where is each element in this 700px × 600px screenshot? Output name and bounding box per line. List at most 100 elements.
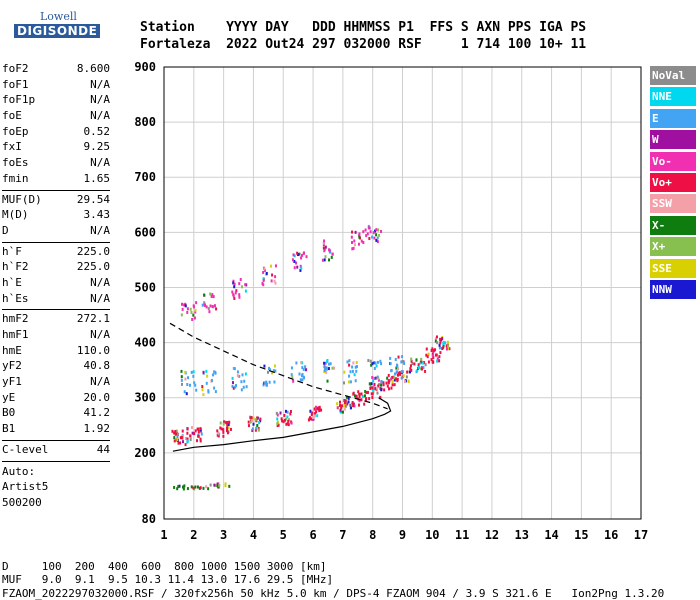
echo-mark: [186, 307, 189, 311]
echo-mark: [447, 346, 450, 350]
param-row: h`Es N/A: [2, 292, 110, 308]
echo-mark: [262, 381, 265, 385]
echo-mark: [190, 310, 193, 314]
echo-mark: [249, 416, 252, 420]
echo-mark: [322, 246, 325, 250]
echo-mark: [214, 390, 217, 394]
echo-mark: [201, 388, 204, 392]
param-value: 44: [96, 442, 110, 456]
echo-mark: [435, 335, 438, 339]
param-key: M(D): [2, 208, 29, 222]
echo-mark: [199, 439, 202, 443]
echo-mark: [358, 399, 361, 403]
echo-mark: [318, 406, 321, 410]
param-separator: [2, 460, 110, 462]
echo-mark: [258, 421, 261, 425]
echo-mark: [226, 420, 229, 424]
echo-mark: [186, 427, 189, 431]
param-row: hmF1 N/A: [2, 328, 110, 344]
param-key: h`E: [2, 275, 22, 289]
param-key: foF1: [2, 77, 29, 91]
legend: NoVal NNE E W Vo- Vo+ SSW X- X+ SSE NNW: [650, 66, 696, 301]
echo-mark: [424, 363, 427, 367]
echo-mark: [296, 265, 299, 269]
echo-mark: [182, 487, 185, 491]
echo-mark: [262, 383, 265, 387]
echo-mark: [191, 431, 194, 435]
echo-mark: [410, 357, 413, 361]
echo-mark: [350, 235, 353, 239]
echo-mark: [386, 376, 389, 380]
echo-mark: [189, 438, 192, 442]
echo-mark: [300, 256, 303, 260]
echo-mark: [413, 362, 416, 366]
echo-mark: [312, 417, 315, 421]
echo-mark: [270, 279, 273, 283]
echo-mark: [351, 365, 354, 369]
legend-item-noval: NoVal: [650, 66, 696, 85]
echo-mark: [366, 232, 369, 236]
echo-mark: [180, 313, 183, 317]
echo-mark: [406, 370, 409, 374]
echo-mark: [373, 361, 376, 365]
echo-mark: [312, 416, 315, 420]
echo-mark: [249, 420, 252, 424]
param-key: h`Es: [2, 291, 29, 305]
header-line-1: Station YYYY DAY DDD HHMMSS P1 FFS S AXN…: [140, 20, 587, 35]
echo-mark: [265, 380, 268, 384]
param-key: MUF(D): [2, 192, 42, 206]
echo-mark: [403, 361, 406, 365]
footer-line-3: FZAOM_2022297032000.RSF / 320fx256h 50 k…: [2, 587, 665, 600]
echo-mark: [315, 410, 318, 414]
echo-mark: [199, 486, 202, 490]
x-tick-label: 14: [544, 528, 558, 542]
echo-mark: [416, 369, 419, 373]
echo-mark: [207, 390, 210, 394]
echo-mark: [186, 310, 189, 314]
echo-mark: [229, 427, 232, 431]
param-key: foEs: [2, 156, 29, 170]
param-separator: [2, 189, 110, 191]
param-row: fxI 9.25: [2, 140, 110, 156]
echo-mark: [424, 369, 427, 373]
param-key: fmin: [2, 171, 29, 185]
echo-mark: [292, 253, 295, 257]
echo-mark: [379, 396, 382, 400]
echo-mark: [179, 441, 182, 445]
echo-mark: [289, 410, 292, 414]
echo-mark: [377, 378, 380, 382]
echo-mark: [174, 430, 177, 434]
parameter-panel: foF2 8.600 foF1 N/A foF1p N/A foE N/A foEp 0.52 fx…: [2, 62, 110, 510]
echo-mark: [369, 386, 372, 390]
echo-mark: [194, 383, 197, 387]
echo-mark: [231, 384, 234, 388]
echo-mark: [256, 416, 259, 420]
echo-mark: [240, 285, 243, 289]
echo-mark: [184, 302, 187, 306]
echo-mark: [181, 302, 184, 306]
echo-mark: [269, 368, 272, 372]
echo-mark: [431, 347, 434, 351]
echo-mark: [375, 238, 378, 242]
echo-mark: [396, 379, 399, 383]
echo-mark: [417, 366, 420, 370]
echo-mark: [250, 419, 253, 423]
echo-mark: [397, 367, 400, 371]
echo-mark: [434, 339, 437, 343]
echo-mark: [241, 373, 244, 377]
x-tick-label: 4: [250, 528, 257, 542]
param-row: B0 41.2: [2, 406, 110, 422]
echo-mark: [299, 378, 302, 382]
echo-mark: [184, 443, 187, 447]
echo-mark: [182, 485, 185, 489]
echo-mark: [438, 343, 441, 347]
param-row: yE 20.0: [2, 391, 110, 407]
echo-mark: [263, 364, 266, 368]
echo-mark: [190, 370, 193, 374]
param-value: 20.0: [83, 390, 111, 404]
echo-mark: [441, 337, 444, 341]
echo-mark: [262, 270, 265, 274]
param-value: 40.8: [83, 359, 111, 373]
echo-mark: [311, 417, 314, 421]
echo-mark: [186, 487, 189, 491]
